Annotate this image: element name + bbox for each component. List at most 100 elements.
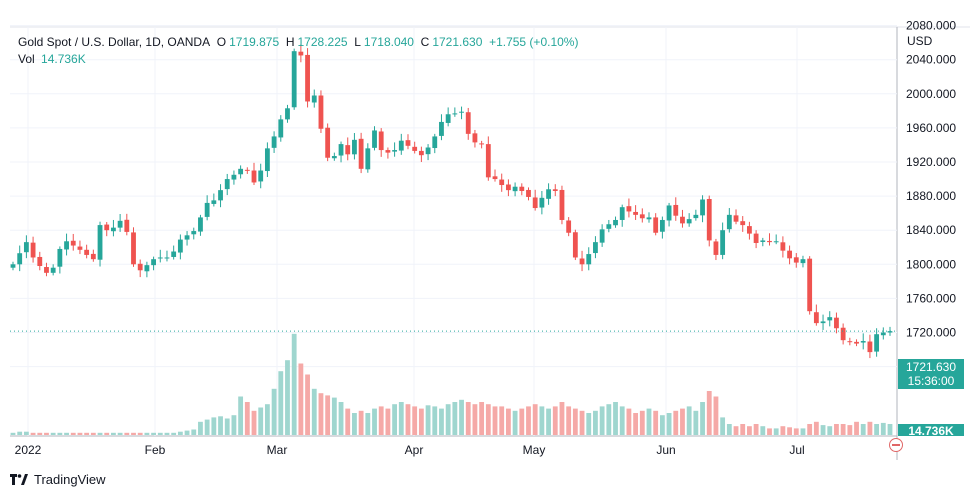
volume-bar bbox=[827, 426, 833, 435]
candle-body bbox=[780, 242, 786, 251]
volume-bar bbox=[111, 432, 116, 435]
candle-body bbox=[659, 219, 665, 232]
candle-body bbox=[807, 258, 813, 312]
candle-body bbox=[532, 197, 538, 209]
volume-bar bbox=[880, 422, 886, 435]
candle-body bbox=[747, 226, 752, 234]
candle-body bbox=[345, 145, 351, 155]
candle-body bbox=[244, 169, 250, 171]
legend-row-ohlc: Gold Spot / U.S. Dollar, 1D, OANDA O 1719… bbox=[18, 34, 578, 51]
time-tick-label: Apr bbox=[405, 443, 424, 457]
last-price-value: 1721.630 bbox=[905, 360, 957, 374]
candle-body bbox=[639, 214, 645, 219]
volume-bar bbox=[418, 408, 424, 435]
candle-body bbox=[291, 51, 297, 108]
events-flag-icon[interactable] bbox=[889, 438, 903, 452]
candle-body bbox=[539, 197, 545, 208]
volume-bar bbox=[325, 395, 331, 435]
volume-bar bbox=[653, 410, 659, 435]
candle-body bbox=[90, 253, 96, 260]
volume-bar bbox=[887, 424, 893, 435]
price-tick-label: 2080.000 bbox=[906, 19, 956, 33]
volume-bar bbox=[425, 405, 431, 435]
volume-bar bbox=[57, 432, 63, 435]
volume-bar bbox=[465, 402, 471, 435]
volume-bar bbox=[298, 363, 304, 435]
open-label: O bbox=[216, 35, 227, 49]
candle-body bbox=[144, 265, 150, 272]
volume-bar bbox=[432, 406, 438, 435]
volume-bar bbox=[552, 406, 558, 435]
volume-bar bbox=[633, 413, 639, 435]
volume-bar bbox=[171, 432, 177, 435]
candle-body bbox=[177, 239, 183, 253]
volume-bar bbox=[30, 432, 36, 435]
candle-body bbox=[184, 235, 190, 240]
last-price-tag: 1721.630 15:36:00 bbox=[898, 359, 964, 389]
volume-bar bbox=[526, 406, 531, 435]
close-value: 1721.630 bbox=[432, 35, 483, 49]
time-axis[interactable]: 2022 Feb Mar Apr May Jun Jul bbox=[15, 27, 805, 457]
volume-bar bbox=[840, 424, 846, 435]
candle-body bbox=[398, 140, 404, 151]
candle-body bbox=[238, 168, 244, 175]
volume-bar bbox=[311, 388, 317, 435]
candle-body bbox=[613, 219, 618, 226]
volume-bar bbox=[258, 407, 264, 435]
volume-bar bbox=[599, 406, 605, 435]
volume-bar bbox=[398, 402, 404, 435]
high-value: 1728.225 bbox=[297, 35, 348, 49]
candle-body bbox=[164, 257, 170, 259]
volume-bar bbox=[626, 408, 632, 435]
candle-body bbox=[50, 267, 56, 273]
volume-bar bbox=[820, 425, 826, 435]
volume-bar bbox=[264, 404, 270, 435]
tradingview-logo[interactable]: TradingView bbox=[10, 472, 106, 487]
volume-bar bbox=[131, 432, 136, 435]
volume-bar bbox=[378, 406, 384, 435]
volume-bar bbox=[700, 402, 705, 435]
volume-bar bbox=[211, 417, 217, 435]
volume-value: 14.736K bbox=[41, 52, 86, 66]
volume-bar bbox=[659, 415, 665, 435]
volume-bar bbox=[164, 432, 170, 435]
candle-body bbox=[111, 227, 116, 232]
volume-bar bbox=[539, 406, 545, 435]
price-tick-label: 2040.000 bbox=[906, 53, 956, 67]
currency-label: USD bbox=[907, 34, 933, 48]
candle-body bbox=[191, 231, 197, 235]
candle-body bbox=[459, 111, 464, 113]
volume-bar bbox=[365, 413, 371, 435]
volume-bar bbox=[834, 424, 839, 435]
volume-bar bbox=[452, 402, 458, 435]
candle-body bbox=[264, 148, 270, 172]
price-tick-label: 1760.000 bbox=[906, 291, 956, 305]
candle-body bbox=[137, 263, 143, 271]
volume-bar bbox=[479, 402, 485, 435]
candle-body bbox=[432, 136, 438, 149]
candle-body bbox=[880, 332, 886, 336]
volume-bar bbox=[867, 421, 873, 435]
candle-body bbox=[271, 136, 277, 148]
candle-body bbox=[479, 143, 485, 145]
candle-body bbox=[37, 256, 43, 267]
time-tick-label: Jun bbox=[656, 443, 675, 457]
candle-body bbox=[726, 214, 732, 230]
volume-bar bbox=[854, 421, 859, 435]
volume-bar bbox=[639, 410, 645, 435]
price-tick-label: 1880.000 bbox=[906, 189, 956, 203]
volume-bar bbox=[37, 432, 43, 435]
candle-body bbox=[318, 95, 324, 129]
volume-bar bbox=[184, 430, 190, 435]
price-tick-label: 1720.000 bbox=[906, 326, 956, 340]
volume-bar bbox=[847, 425, 853, 435]
volume-tag: 14.736K bbox=[898, 424, 964, 436]
candle-body bbox=[204, 202, 210, 217]
candle-body bbox=[97, 225, 103, 260]
volume-bar bbox=[793, 428, 799, 435]
volume-bar bbox=[485, 404, 491, 435]
volume-bar bbox=[646, 408, 652, 435]
volume-bar bbox=[278, 371, 284, 435]
volume-bar bbox=[747, 426, 752, 435]
volume-bar bbox=[740, 424, 746, 435]
